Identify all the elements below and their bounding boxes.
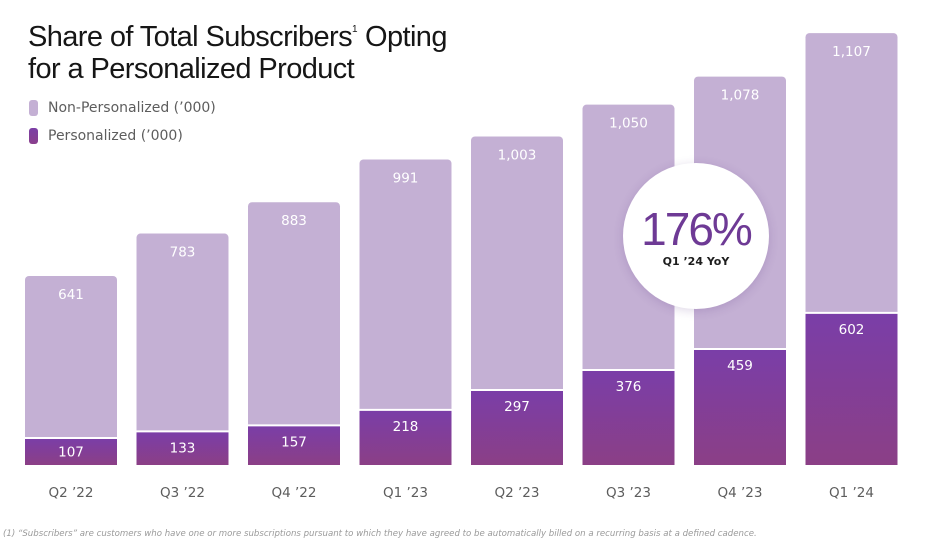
x-axis-tick-label: Q2 ’23 bbox=[495, 485, 540, 501]
legend-label-non-personalized: Non-Personalized (’000) bbox=[48, 100, 216, 116]
title-line-1: Share of Total Subscribers bbox=[28, 21, 353, 53]
bar-personalized bbox=[359, 409, 452, 465]
bar-personalized bbox=[25, 437, 117, 465]
data-label-non-personalized: 783 bbox=[170, 245, 196, 261]
data-label-non-personalized: 1,003 bbox=[498, 147, 537, 163]
title-line-1-suffix: Opting bbox=[357, 21, 447, 53]
data-label-personalized: 297 bbox=[504, 399, 530, 415]
data-label-personalized: 602 bbox=[839, 322, 865, 338]
data-label-non-personalized: 991 bbox=[393, 170, 419, 186]
yoy-callout-label: Q1 ’24 YoY bbox=[662, 254, 730, 268]
legend-swatch-personalized bbox=[29, 128, 38, 144]
data-label-personalized: 133 bbox=[170, 440, 196, 456]
data-label-non-personalized: 1,050 bbox=[609, 116, 648, 132]
footnote: (1) “Subscribers” are customers who have… bbox=[3, 529, 757, 539]
bar-non-personalized bbox=[359, 159, 452, 418]
data-label-personalized: 218 bbox=[393, 419, 419, 435]
title-footnote-marker: 1 bbox=[352, 24, 358, 35]
bar-personalized bbox=[471, 389, 563, 465]
bar-non-personalized bbox=[471, 136, 563, 398]
data-label-non-personalized: 1,107 bbox=[832, 44, 871, 60]
bar-non-personalized bbox=[805, 33, 898, 321]
legend-item-non-personalized: Non-Personalized (’000) bbox=[29, 98, 216, 118]
yoy-callout-value: 176% bbox=[641, 202, 753, 255]
data-label-personalized: 107 bbox=[58, 444, 84, 460]
x-axis-tick-label: Q3 ’22 bbox=[160, 485, 205, 501]
data-label-personalized: 459 bbox=[727, 358, 753, 374]
x-axis-tick-label: Q1 ’23 bbox=[383, 485, 428, 501]
bar-non-personalized bbox=[25, 275, 117, 446]
yoy-callout: 176% Q1 ’24 YoY bbox=[623, 163, 769, 309]
bars-group: 641 107 Q2 ’22 783 133 Q3 ’22 883 157 Q4 ’22 991 2… bbox=[25, 33, 898, 501]
bar-personalized bbox=[805, 312, 898, 465]
legend-swatch-non-personalized bbox=[29, 100, 38, 116]
bar-non-personalized bbox=[248, 202, 340, 434]
bar-personalized bbox=[694, 349, 786, 465]
x-axis-tick-label: Q2 ’22 bbox=[49, 485, 94, 501]
chart-title: Share of Total Subscribers1 Opting for a… bbox=[28, 14, 447, 85]
x-axis-tick-label: Q1 ’24 bbox=[829, 485, 874, 501]
x-axis-tick-label: Q3 ’23 bbox=[606, 485, 651, 501]
legend-label-personalized: Personalized (’000) bbox=[48, 128, 183, 144]
bar-personalized bbox=[582, 369, 675, 465]
x-axis-tick-label: Q4 ’23 bbox=[718, 485, 763, 501]
bar-personalized bbox=[248, 425, 340, 465]
bar-personalized bbox=[136, 431, 229, 465]
x-axis-tick-label: Q4 ’22 bbox=[272, 485, 317, 501]
data-label-non-personalized: 1,078 bbox=[721, 88, 760, 104]
bar-non-personalized bbox=[136, 233, 229, 440]
data-label-non-personalized: 883 bbox=[281, 213, 307, 229]
legend-item-personalized: Personalized (’000) bbox=[29, 126, 216, 146]
title-line-2: for a Personalized Product bbox=[28, 53, 355, 85]
data-label-personalized: 376 bbox=[616, 379, 642, 395]
data-label-non-personalized: 641 bbox=[58, 287, 84, 303]
legend: Non-Personalized (’000) Personalized (’0… bbox=[29, 98, 216, 154]
data-label-personalized: 157 bbox=[281, 434, 307, 450]
